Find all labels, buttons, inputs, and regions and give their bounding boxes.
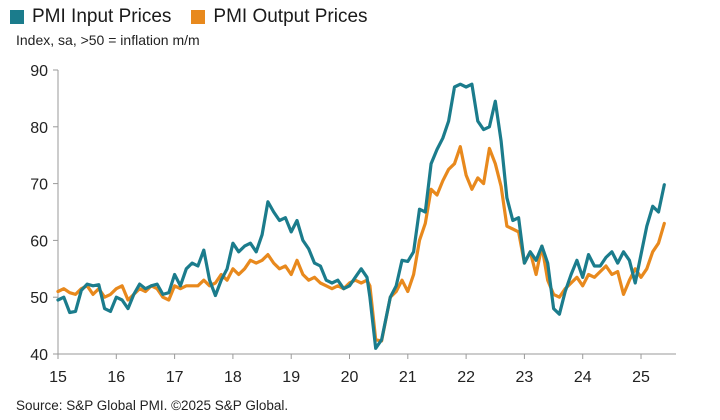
legend-item-input-prices: PMI Input Prices (10, 6, 171, 28)
x-tick-label-17: 17 (166, 369, 184, 386)
x-tick-label-21: 21 (399, 369, 417, 386)
x-tick-label-16: 16 (107, 369, 125, 386)
legend-swatch-output-prices (191, 10, 206, 24)
x-tick-label-15: 15 (49, 369, 67, 386)
x-tick-label-23: 23 (516, 369, 534, 386)
legend-label-input-prices: PMI Input Prices (32, 6, 172, 27)
y-tick-label-60: 60 (30, 233, 48, 250)
x-tick-label-20: 20 (341, 369, 359, 386)
y-tick-label-90: 90 (30, 63, 48, 80)
y-tick-label-50: 50 (30, 290, 48, 307)
x-tick-label-18: 18 (224, 369, 242, 386)
x-tick-label-22: 22 (457, 369, 475, 386)
legend-label-output-prices: PMI Output Prices (213, 6, 368, 27)
series-line-input-prices (56, 82, 666, 350)
source-note: Source: S&P Global PMI. ©2025 S&P Global… (16, 398, 289, 413)
y-tick-label-40: 40 (30, 347, 48, 364)
legend-swatch-input-prices (10, 10, 24, 24)
x-tick-label-25: 25 (632, 369, 650, 386)
legend: PMI Input Prices PMI Output Prices (10, 6, 368, 28)
y-tick-label-70: 70 (30, 177, 48, 194)
chart-subtitle: Index, sa, >50 = inflation m/m (16, 32, 200, 48)
series-line-output-prices (56, 145, 666, 343)
y-tick-label-80: 80 (30, 120, 48, 137)
x-tick-label-19: 19 (282, 369, 300, 386)
x-tick-label-24: 24 (574, 369, 592, 386)
legend-item-output-prices: PMI Output Prices (191, 6, 368, 28)
